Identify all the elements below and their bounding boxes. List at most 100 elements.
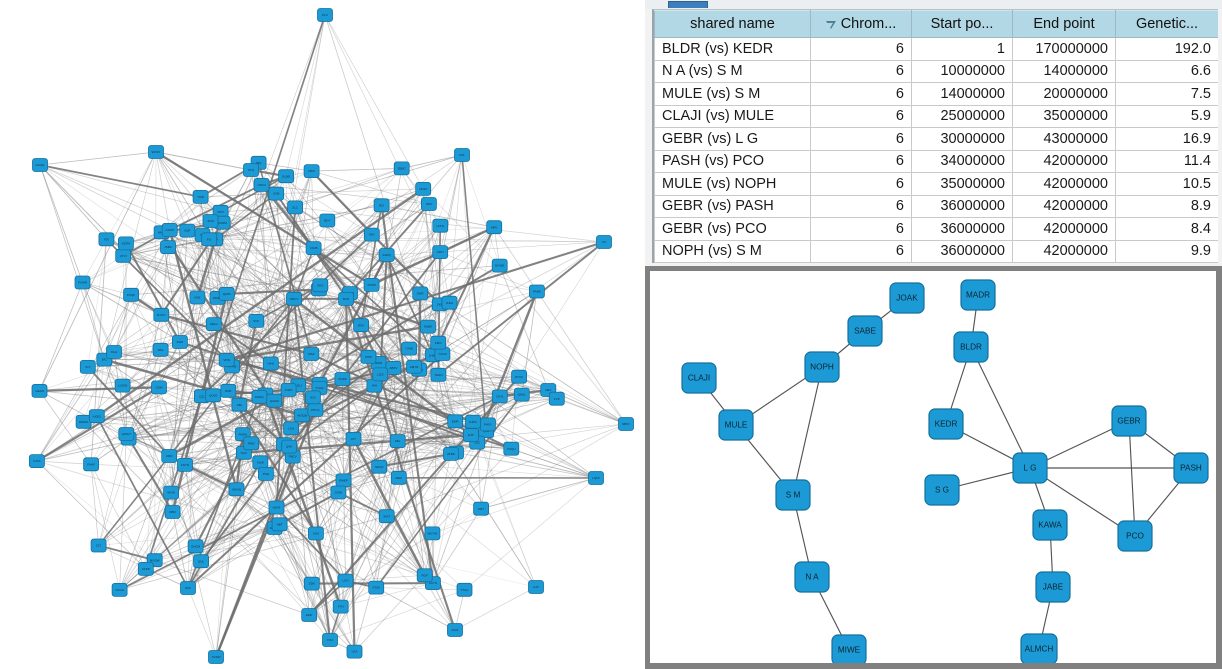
table-header-shared_name[interactable]: shared name <box>654 10 811 38</box>
main-network-node[interactable]: CTVI <box>115 248 132 263</box>
table-row[interactable]: NOPH (vs) S M 6 36000000 42000000 9.9 <box>654 239 1218 263</box>
main-network-edge[interactable] <box>442 227 495 355</box>
main-network-edge[interactable] <box>320 285 369 358</box>
main-network-node-shape[interactable] <box>368 580 385 595</box>
main-network-node[interactable]: PMD <box>243 436 260 451</box>
main-network-edge[interactable] <box>82 230 188 283</box>
subnetwork-node[interactable]: KEDR <box>928 408 964 440</box>
main-network-edge[interactable] <box>113 297 218 353</box>
main-network-node[interactable]: QUL <box>193 554 210 569</box>
subnetwork-edge[interactable] <box>1029 467 1136 537</box>
main-network-edge[interactable] <box>39 164 105 360</box>
main-network-node[interactable]: FAHF <box>83 457 99 472</box>
main-network-node-shape[interactable] <box>205 317 222 332</box>
main-network-node-shape[interactable] <box>332 599 349 614</box>
main-network-edge[interactable] <box>270 289 320 364</box>
main-network-edge[interactable] <box>256 320 260 397</box>
main-network-edge[interactable] <box>288 385 299 447</box>
main-network-edge[interactable] <box>36 460 92 465</box>
main-network-edge[interactable] <box>215 169 252 658</box>
main-network-edge[interactable] <box>145 247 169 569</box>
main-network-node-shape[interactable] <box>253 177 270 192</box>
main-network-edge[interactable] <box>439 252 450 303</box>
main-network-edge[interactable] <box>170 234 203 493</box>
main-network-edge[interactable] <box>432 508 482 534</box>
main-network-edge[interactable] <box>371 234 377 588</box>
main-network-node-shape[interactable] <box>220 383 237 398</box>
main-network-node-shape[interactable] <box>393 161 410 176</box>
main-network-node-shape[interactable] <box>180 581 196 595</box>
main-network-edge[interactable] <box>432 354 597 479</box>
main-network-node[interactable]: AQF <box>179 223 196 238</box>
main-network-node[interactable]: HIHJ <box>262 356 279 371</box>
main-network-edge[interactable] <box>170 446 290 493</box>
main-network-edge[interactable] <box>126 324 362 435</box>
main-network-edge[interactable] <box>145 523 280 570</box>
main-network-edge[interactable] <box>354 574 426 652</box>
subnetwork-node-shape[interactable] <box>1173 452 1209 484</box>
subnetwork-node[interactable]: NOPH <box>804 351 840 383</box>
main-network-node[interactable]: UMN <box>161 449 178 463</box>
main-network-edge[interactable] <box>255 170 312 322</box>
table-row[interactable]: N A (vs) S M 6 10000000 14000000 6.6 <box>654 59 1218 83</box>
main-network-edge[interactable] <box>378 367 394 467</box>
main-network-edge[interactable] <box>432 582 456 631</box>
main-network-edge[interactable] <box>294 207 537 588</box>
main-network-edge[interactable] <box>217 297 415 368</box>
main-network-node[interactable]: DHWE <box>491 258 508 273</box>
main-network-edge[interactable] <box>285 176 294 457</box>
main-network-edge[interactable] <box>155 151 171 230</box>
main-network-edge[interactable] <box>194 452 245 547</box>
subnetwork-node-shape[interactable] <box>847 315 883 347</box>
main-network-edge[interactable] <box>375 587 456 631</box>
main-network-node[interactable]: MEGI <box>205 317 222 332</box>
main-network-node-shape[interactable] <box>114 378 131 393</box>
main-network-edge[interactable] <box>167 246 314 398</box>
main-network-node-shape[interactable] <box>447 414 464 429</box>
main-network-node[interactable]: XSQH <box>503 441 520 456</box>
main-network-edge[interactable] <box>167 247 181 343</box>
main-network-edge[interactable] <box>464 477 597 591</box>
main-network-node[interactable]: NMYV <box>286 291 302 306</box>
subnetwork-node-shape[interactable] <box>1035 571 1071 603</box>
main-network-edge[interactable] <box>311 170 373 235</box>
main-network-edge[interactable] <box>371 284 421 294</box>
main-network-node[interactable]: CNTL <box>491 389 508 404</box>
main-network-node[interactable]: OOW <box>330 485 347 500</box>
main-network-edge[interactable] <box>170 452 245 493</box>
main-network-node[interactable]: LQFF <box>588 471 604 485</box>
main-network-edge[interactable] <box>312 397 380 467</box>
main-network-edge[interactable] <box>226 188 424 361</box>
main-network-node-shape[interactable] <box>360 349 377 364</box>
main-network-edge[interactable] <box>122 385 170 457</box>
main-network-edge[interactable] <box>130 294 202 562</box>
main-network-edge[interactable] <box>82 282 105 360</box>
main-network-edge[interactable] <box>158 341 181 388</box>
main-network-node-shape[interactable] <box>160 240 176 255</box>
main-network-edge[interactable] <box>90 464 99 546</box>
main-network-edge[interactable] <box>201 234 203 397</box>
main-network-edge[interactable] <box>437 241 605 376</box>
main-network-node-shape[interactable] <box>491 258 508 273</box>
main-network-edge[interactable] <box>439 154 463 253</box>
main-network-node-shape[interactable] <box>443 446 459 461</box>
main-network-node[interactable]: WOQB <box>294 408 310 423</box>
main-network-edge[interactable] <box>184 464 197 547</box>
main-network-edge[interactable] <box>39 151 157 166</box>
main-network-edge[interactable] <box>106 151 157 240</box>
main-network-node[interactable]: XIHT <box>378 509 395 524</box>
main-network-edge[interactable] <box>290 427 388 517</box>
subnetwork-canvas[interactable]: JOAK SABE NOPH CLAJI MULE S M N A MIWE MADR BLDR K… <box>650 271 1216 663</box>
subnetwork-panel[interactable]: JOAK SABE NOPH CLAJI MULE S M N A MIWE MADR BLDR K… <box>645 266 1222 669</box>
main-network-node-shape[interactable] <box>161 449 178 463</box>
main-network-edge[interactable] <box>419 225 441 294</box>
main-network-node-shape[interactable] <box>266 393 283 408</box>
subnetwork-node[interactable]: JABE <box>1035 571 1071 603</box>
main-network-edge[interactable] <box>170 154 463 493</box>
main-network-edge[interactable] <box>155 151 210 240</box>
main-network-node[interactable]: FDI <box>98 232 115 247</box>
main-network-edge[interactable] <box>226 291 537 361</box>
main-network-node[interactable]: XLMI <box>252 455 269 470</box>
main-network-edge[interactable] <box>311 369 420 584</box>
main-network-edge[interactable] <box>454 586 537 631</box>
